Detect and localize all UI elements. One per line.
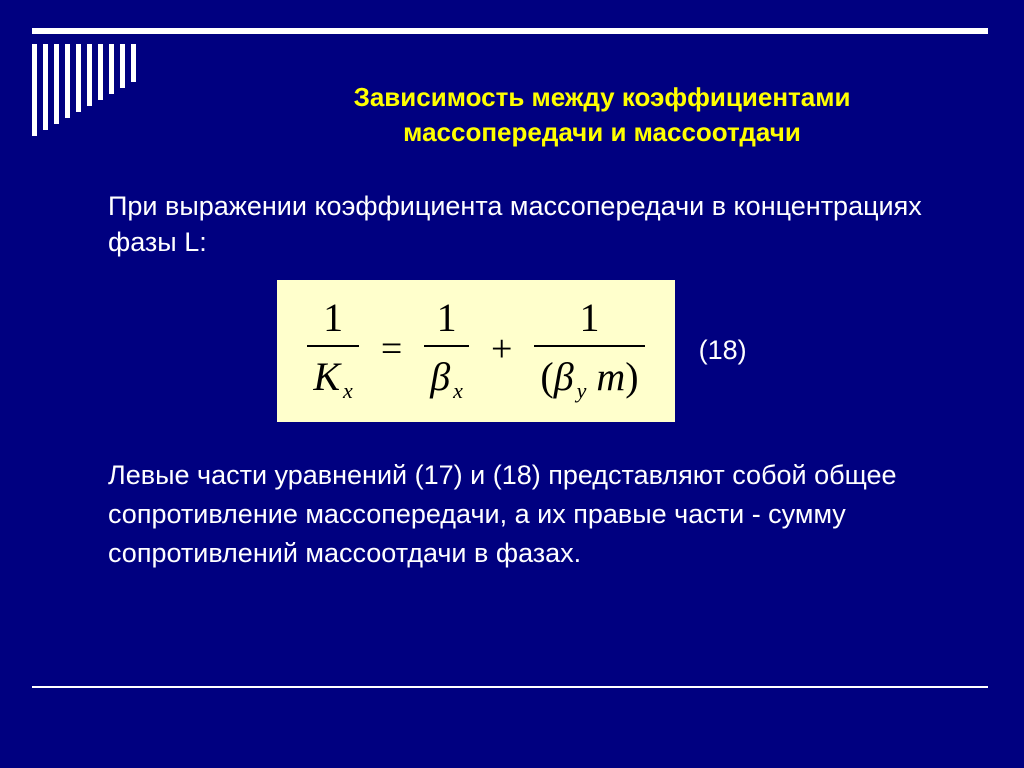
rhs1-den: βx [424,347,469,404]
plus-sign: + [491,327,512,371]
decor-stripes [32,44,136,136]
rhs2-fraction: 1 (βy m) [534,294,644,404]
body-paragraph: Левые части уравнений (17) и (18) предст… [108,456,964,573]
rhs1-fraction: 1 βx [424,294,469,404]
lhs-num: 1 [317,294,349,345]
rhs2-sub1: y [574,378,587,403]
lhs-fraction: 1 Kx [307,294,358,404]
rhs1-num: 1 [431,294,463,345]
equals-sign: = [381,327,402,371]
rhs2-open: ( [540,354,553,399]
lhs-den: Kx [307,347,358,404]
rhs2-sym1: β [554,354,574,399]
lhs-den-sub: x [340,378,353,403]
equation-row: 1 Kx = 1 βx + 1 (βy m) (18) [0,280,1024,422]
rhs2-sym2: m [596,354,625,399]
title-line-2: массопередачи и массоотдачи [403,117,801,147]
bottom-rule [32,686,988,688]
intro-paragraph: При выражении коэффициента массопередачи… [108,188,964,261]
rhs1-den-sub: x [450,378,463,403]
rhs1-den-sym: β [430,354,450,399]
slide-title: Зависимость между коэффициентами массопе… [240,80,964,150]
equation-box: 1 Kx = 1 βx + 1 (βy m) [277,280,674,422]
top-rule [32,28,988,34]
equation-number: (18) [699,335,747,366]
rhs2-close: ) [625,354,638,399]
rhs2-num: 1 [573,294,605,345]
title-line-1: Зависимость между коэффициентами [354,82,851,112]
lhs-den-sym: K [313,354,340,399]
rhs2-den: (βy m) [534,347,644,404]
